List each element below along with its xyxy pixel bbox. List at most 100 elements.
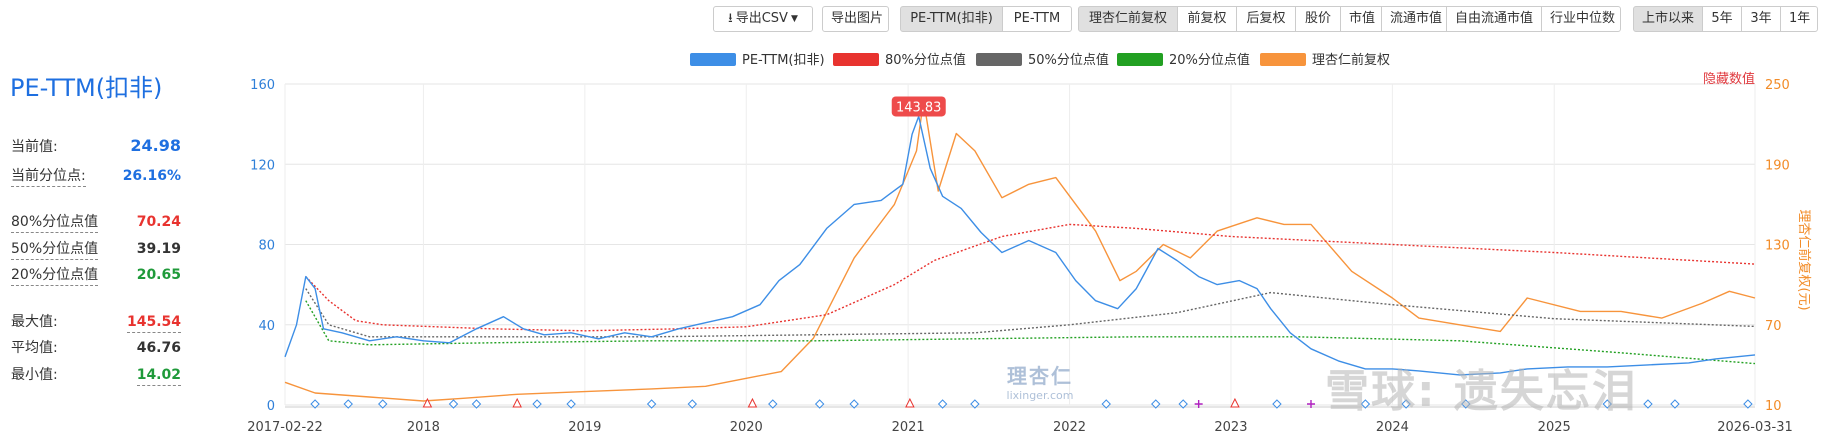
tab-lixinger-forward-adjusted[interactable]: 理杏仁前复权 bbox=[1078, 6, 1178, 32]
event-marker-diamond bbox=[1178, 399, 1188, 409]
min-label: 最小值: bbox=[11, 367, 58, 383]
legend-item[interactable]: 50%分位点值 bbox=[976, 52, 1109, 68]
peak-callout: 143.83 bbox=[891, 96, 946, 117]
event-marker-diamond bbox=[937, 399, 948, 409]
event-marker-diamond bbox=[378, 399, 388, 409]
tab-label: 1年 bbox=[1789, 11, 1811, 26]
range-1y[interactable]: 1年 bbox=[1780, 6, 1818, 32]
x-tick-label: 2021 bbox=[892, 420, 925, 435]
legend-label: 50%分位点值 bbox=[1028, 52, 1109, 68]
y-left-tick-label: 40 bbox=[258, 319, 275, 334]
p20-row[interactable]: 20%分位点值 20.65 bbox=[11, 266, 181, 288]
event-marker-diamond bbox=[970, 399, 980, 409]
max-label: 最大值: bbox=[11, 314, 58, 330]
avg-value: 46.76 bbox=[136, 340, 181, 356]
tab-free-float-market-cap[interactable]: 自由流通市值 bbox=[1446, 6, 1542, 32]
y-left-tick-label: 120 bbox=[250, 158, 275, 173]
p50-value: 39.19 bbox=[136, 241, 181, 257]
hide-values-button[interactable]: 隐藏数值 bbox=[1702, 72, 1755, 87]
chart-legend: PE-TTM(扣非) 80%分位点值 50%分位点值 20%分位点值 理杏仁前复权 bbox=[690, 52, 1390, 68]
export-image-button[interactable]: 导出图片 bbox=[822, 6, 889, 32]
p80-label: 80%分位点值 bbox=[11, 213, 99, 233]
series-line bbox=[305, 300, 1756, 365]
current-percentile-label: 当前分位点: bbox=[11, 167, 86, 187]
y-right-tick-label: 70 bbox=[1765, 319, 1782, 334]
tab-forward-adjusted[interactable]: 前复权 bbox=[1177, 6, 1237, 32]
event-marker-diamond bbox=[448, 399, 459, 409]
tab-backward-adjusted[interactable]: 后复权 bbox=[1236, 6, 1296, 32]
peak-label: 143.83 bbox=[896, 100, 942, 115]
current-value-label: 当前值: bbox=[11, 139, 58, 155]
x-tick-label: 2023 bbox=[1214, 420, 1247, 435]
x-tick-label: 2018 bbox=[407, 420, 440, 435]
tab-float-market-cap[interactable]: 流通市值 bbox=[1381, 6, 1447, 32]
legend-swatch bbox=[976, 53, 1022, 66]
max-row[interactable]: 最大值: 145.54 bbox=[11, 313, 181, 335]
logo-url: lixinger.com bbox=[1006, 389, 1074, 402]
event-marker-diamond bbox=[343, 399, 353, 409]
event-marker-diamond bbox=[768, 399, 778, 409]
export-image-label: 导出图片 bbox=[831, 11, 884, 26]
event-marker-diamond bbox=[1401, 399, 1411, 409]
event-marker-triangle bbox=[422, 397, 433, 408]
event-marker-diamond bbox=[1670, 399, 1680, 409]
event-marker-diamond bbox=[471, 399, 482, 409]
range-3y[interactable]: 3年 bbox=[1741, 6, 1781, 32]
event-marker-diamond bbox=[1360, 399, 1371, 409]
y-left-tick-label: 160 bbox=[250, 78, 275, 93]
export-csv-label: 导出CSV bbox=[735, 11, 788, 26]
tab-label: 上市以来 bbox=[1642, 11, 1695, 26]
range-since-listing[interactable]: 上市以来 bbox=[1633, 6, 1703, 32]
peak-label-box bbox=[891, 96, 946, 117]
legend-swatch bbox=[1117, 53, 1163, 66]
legend-item[interactable]: 20%分位点值 bbox=[1117, 52, 1250, 68]
min-value: 14.02 bbox=[136, 366, 181, 386]
tab-label: PE-TTM bbox=[1013, 11, 1061, 26]
y-left-tick-label: 0 bbox=[267, 399, 275, 414]
tab-label: 市值 bbox=[1349, 11, 1376, 26]
chart-lines bbox=[284, 99, 1756, 402]
avg-row: 平均值: 46.76 bbox=[11, 339, 181, 361]
event-marker-diamond bbox=[532, 399, 542, 409]
event-marker-diamond bbox=[310, 399, 320, 409]
export-csv-button[interactable]: ⭳ 导出CSV ▼ bbox=[713, 6, 813, 32]
tab-stock-price[interactable]: 股价 bbox=[1295, 6, 1341, 32]
event-marker-triangle bbox=[905, 397, 915, 408]
current-percentile-row[interactable]: 当前分位点: 26.16% bbox=[11, 167, 181, 189]
tab-label: 3年 bbox=[1750, 11, 1772, 26]
xueqiu-watermark: 雪球: 遗失忘泪 bbox=[1325, 366, 1638, 417]
right-axis-title: 理杏仁前复权(元) bbox=[1796, 209, 1812, 310]
legend-label: 20%分位点值 bbox=[1169, 52, 1250, 68]
event-markers bbox=[310, 397, 1753, 409]
event-marker-diamond bbox=[849, 399, 859, 409]
legend-label: 80%分位点值 bbox=[885, 52, 966, 68]
legend-item[interactable]: 80%分位点值 bbox=[833, 52, 966, 68]
event-marker-diamond bbox=[646, 399, 657, 409]
event-marker-plus bbox=[1194, 400, 1203, 408]
tab-pe-ttm[interactable]: PE-TTM bbox=[1002, 6, 1072, 32]
x-tick-label: 2019 bbox=[568, 420, 601, 435]
legend-item[interactable]: PE-TTM(扣非) bbox=[690, 53, 825, 68]
range-5y[interactable]: 5年 bbox=[1702, 6, 1742, 32]
event-marker-triangle bbox=[512, 397, 522, 408]
event-marker-plus bbox=[1306, 400, 1315, 408]
min-row[interactable]: 最小值: 14.02 bbox=[11, 366, 181, 388]
legend-item[interactable]: 理杏仁前复权 bbox=[1260, 52, 1390, 68]
p20-label: 20%分位点值 bbox=[11, 266, 99, 286]
event-marker-diamond bbox=[1643, 399, 1653, 409]
event-marker-diamond bbox=[1272, 399, 1282, 409]
series-line bbox=[284, 99, 1756, 402]
tab-market-cap[interactable]: 市值 bbox=[1340, 6, 1382, 32]
logo-text: 理杏仁 bbox=[1007, 364, 1073, 388]
p80-row[interactable]: 80%分位点值 70.24 bbox=[11, 213, 181, 235]
x-tick-label: 2025 bbox=[1538, 420, 1571, 435]
x-tick-label: 2022 bbox=[1053, 420, 1086, 435]
x-tick-label: 2020 bbox=[730, 420, 763, 435]
tab-pe-ttm-deducted[interactable]: PE-TTM(扣非) bbox=[900, 6, 1003, 32]
event-marker-diamond bbox=[1602, 399, 1612, 409]
series-line bbox=[305, 223, 1756, 332]
tab-industry-median[interactable]: 行业中位数 bbox=[1541, 6, 1621, 32]
p50-row[interactable]: 50%分位点值 39.19 bbox=[11, 240, 181, 262]
event-marker-diamond bbox=[687, 399, 698, 409]
